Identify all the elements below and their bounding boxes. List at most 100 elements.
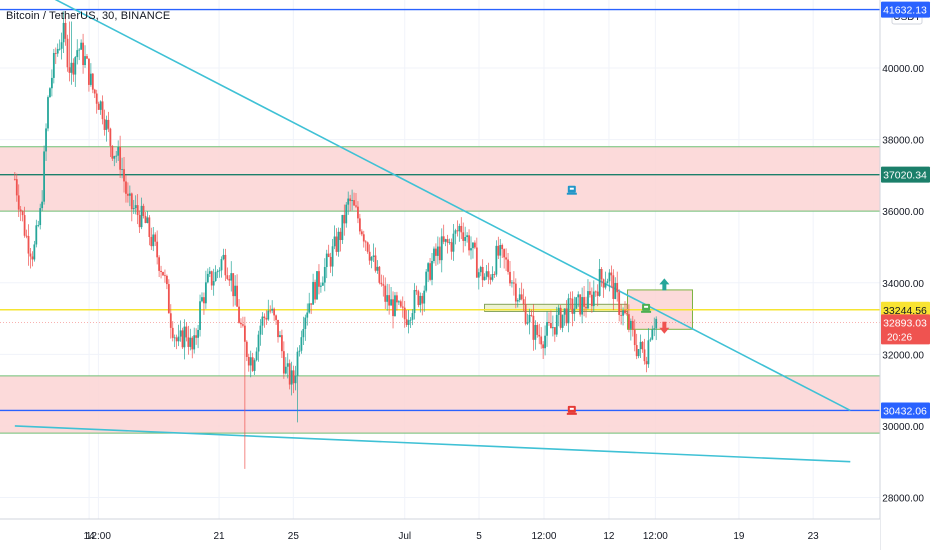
candle xyxy=(528,314,531,323)
candle xyxy=(314,281,316,300)
candle xyxy=(166,275,168,285)
candle xyxy=(306,312,309,318)
candle xyxy=(208,271,211,274)
price-label-text: 41632.13 xyxy=(883,5,927,17)
candle xyxy=(553,327,556,335)
candle xyxy=(136,205,139,216)
candle xyxy=(218,270,221,272)
countdown-text: 20:26 xyxy=(887,332,912,343)
candle xyxy=(70,62,73,73)
candle xyxy=(142,205,145,216)
candle xyxy=(76,50,79,58)
candle xyxy=(232,273,235,297)
candle xyxy=(376,266,379,271)
down-arrow xyxy=(659,321,670,334)
candle xyxy=(173,337,176,339)
candle xyxy=(197,329,199,338)
candle xyxy=(50,77,53,89)
candle xyxy=(91,73,94,90)
candle xyxy=(234,285,237,297)
candle xyxy=(169,313,172,328)
candle xyxy=(203,297,205,304)
candle xyxy=(475,247,478,278)
candle xyxy=(448,242,451,244)
candle xyxy=(308,303,311,313)
candle xyxy=(651,329,654,340)
candle xyxy=(649,339,652,341)
upper-resistance-zone xyxy=(0,146,880,212)
candle xyxy=(551,327,554,329)
candle xyxy=(413,290,416,314)
candle xyxy=(49,88,51,98)
candle xyxy=(370,256,373,261)
candle xyxy=(618,292,621,315)
candle xyxy=(378,266,381,283)
y-tick-label: 40000.00 xyxy=(882,64,924,75)
candle xyxy=(540,336,543,345)
candle xyxy=(17,195,20,210)
candle xyxy=(427,263,430,272)
candle xyxy=(216,271,219,273)
candle xyxy=(392,299,394,317)
candle xyxy=(372,255,375,257)
candle xyxy=(89,73,92,85)
candle xyxy=(302,328,305,338)
zones xyxy=(0,146,880,434)
candle xyxy=(86,56,88,59)
candle xyxy=(645,361,648,365)
lower-support-zone xyxy=(0,375,880,434)
candle xyxy=(333,236,336,247)
candle xyxy=(210,271,213,286)
cup-marker-green-glyph xyxy=(644,305,649,308)
candle xyxy=(101,101,104,120)
candle xyxy=(608,272,611,282)
candle xyxy=(450,242,453,252)
candle xyxy=(335,236,338,252)
candle xyxy=(368,251,371,261)
candle xyxy=(446,239,449,243)
price-label-text: 37020.34 xyxy=(883,170,927,182)
candle xyxy=(472,242,474,249)
candle xyxy=(189,337,192,347)
candle xyxy=(474,242,476,248)
candle xyxy=(604,283,607,288)
candle xyxy=(321,282,324,286)
candle xyxy=(524,304,527,324)
cup-marker-upper-base xyxy=(566,192,577,195)
candle xyxy=(222,254,225,260)
candle xyxy=(419,295,422,306)
candle xyxy=(111,145,114,159)
candle xyxy=(183,326,186,348)
candle xyxy=(388,295,391,306)
candle xyxy=(150,236,153,247)
candle xyxy=(47,97,49,129)
candle xyxy=(95,93,98,104)
candle xyxy=(323,267,326,283)
candle xyxy=(429,263,431,280)
candle xyxy=(312,281,315,305)
candle xyxy=(631,320,634,330)
candle xyxy=(616,283,619,293)
time-axis-bg xyxy=(0,519,880,550)
candle xyxy=(514,283,517,302)
candle xyxy=(263,316,266,319)
candle xyxy=(612,275,615,299)
candle xyxy=(275,315,277,320)
candle xyxy=(583,297,585,307)
candle xyxy=(481,266,484,281)
candle xyxy=(522,299,525,305)
x-tick-label: 14 xyxy=(84,531,96,542)
candle xyxy=(294,375,297,384)
candle xyxy=(462,232,465,241)
candle xyxy=(82,42,84,66)
candles xyxy=(13,11,658,469)
candle xyxy=(134,205,137,209)
candle xyxy=(277,319,279,338)
candle xyxy=(546,322,548,336)
candle xyxy=(401,306,404,308)
price-label-text: 32893.03 xyxy=(883,317,927,329)
price-axis-bg xyxy=(880,0,932,550)
